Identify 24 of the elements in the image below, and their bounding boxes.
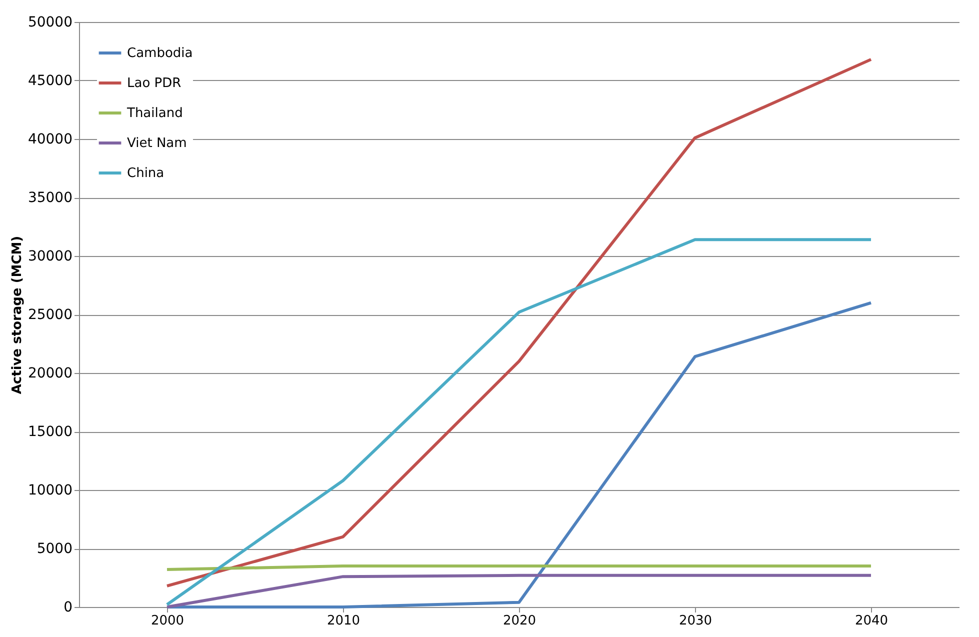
legend-label: Thailand: [126, 106, 183, 121]
y-tick-label: 30000: [28, 248, 72, 264]
x-tick-label: 2000: [150, 614, 184, 628]
y-axis-title: Active storage (MCM): [10, 236, 25, 394]
x-tick-label: 2010: [326, 614, 360, 628]
line-series: [166, 238, 872, 606]
y-tick-label: 15000: [28, 424, 72, 440]
y-tick-label: 10000: [28, 482, 72, 498]
legend-label: Cambodia: [127, 46, 193, 61]
legend-label: China: [127, 166, 164, 181]
y-tick-label: 20000: [28, 366, 72, 382]
y-tick-label: 50000: [28, 14, 72, 30]
y-tick-label: 45000: [28, 73, 72, 89]
y-tick-label: 5000: [36, 541, 72, 557]
line-series: [166, 301, 872, 608]
y-tick-label: 40000: [28, 132, 72, 148]
x-tick-label: 2040: [854, 614, 888, 628]
x-tick-label: 2030: [678, 614, 712, 628]
legend-label: Viet Nam: [127, 136, 187, 151]
y-tick-label: 35000: [28, 190, 72, 206]
legend-label: Lao PDR: [127, 76, 182, 91]
y-tick-label: 25000: [28, 307, 72, 323]
x-tick-label: 2020: [502, 614, 536, 628]
y-tick-label: 0: [64, 600, 72, 616]
